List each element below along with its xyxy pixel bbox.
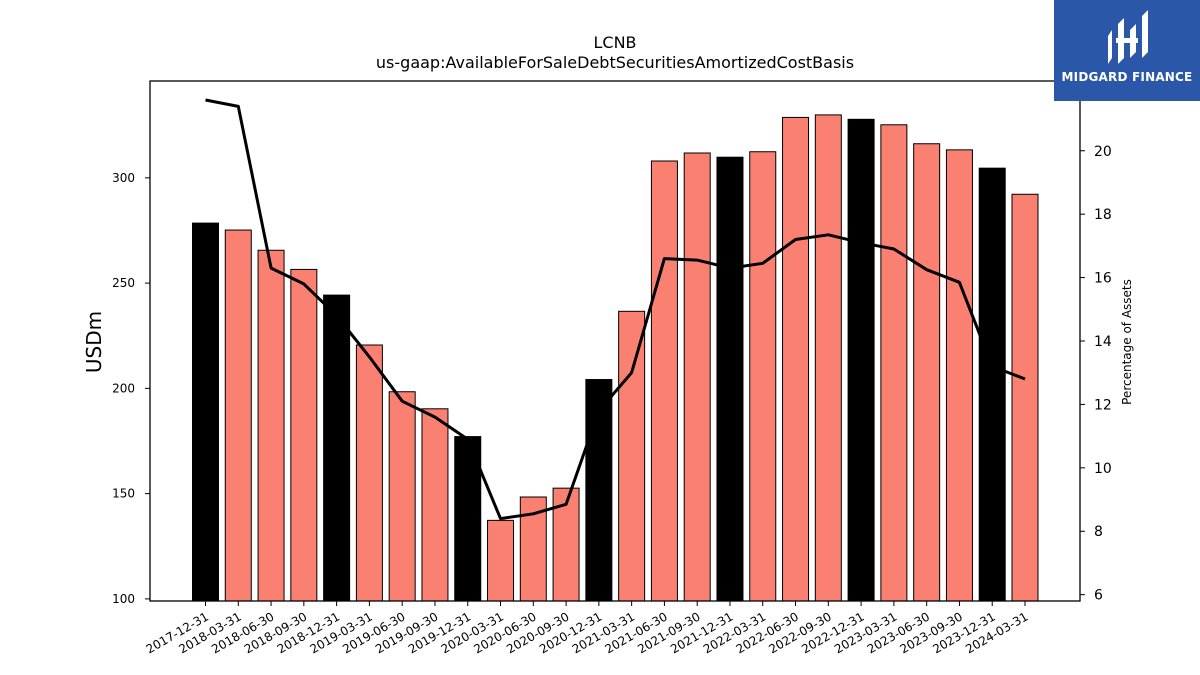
- bar: [749, 151, 777, 602]
- bar: [421, 408, 449, 602]
- bar: [355, 344, 383, 602]
- y2-tick-label: 6: [1094, 588, 1103, 604]
- chart-title: LCNB: [593, 33, 636, 52]
- bar-series: [192, 114, 1039, 602]
- bar: [716, 156, 744, 602]
- y2-tick-label: 14: [1094, 334, 1112, 350]
- y-tick-label: 200: [112, 381, 135, 395]
- midgard-logo-icon: [1054, 0, 1200, 101]
- y-tick-label: 300: [112, 171, 135, 185]
- y2-tick-label: 8: [1094, 524, 1103, 540]
- y-axis-label: USDm: [82, 311, 106, 373]
- chart-subtitle: us-gaap:AvailableForSaleDebtSecuritiesAm…: [376, 53, 854, 72]
- y-tick-label: 150: [112, 487, 135, 501]
- bar: [487, 519, 515, 602]
- bar: [224, 229, 252, 602]
- y-tick-label: 100: [112, 592, 135, 606]
- logo: MIDGARD FINANCE: [1054, 0, 1200, 101]
- bar: [814, 114, 842, 602]
- bar: [323, 294, 351, 602]
- bar: [290, 268, 318, 602]
- bar: [978, 167, 1006, 602]
- y2-tick-label: 16: [1094, 271, 1112, 287]
- bar: [192, 222, 219, 602]
- bar: [257, 249, 285, 602]
- y2-tick-label: 18: [1094, 207, 1112, 223]
- right-axis: 6 8 10 12 14 16 18 20: [1080, 144, 1112, 604]
- bar: [683, 152, 711, 602]
- y2-tick-label: 10: [1094, 461, 1112, 477]
- bar: [1011, 193, 1039, 602]
- y2-axis-label: Percentage of Assets: [1120, 279, 1134, 405]
- bar: [782, 116, 810, 602]
- line-series: [205, 98, 1026, 521]
- bar: [880, 124, 908, 602]
- bar: [650, 160, 678, 602]
- logo-text: MIDGARD FINANCE: [1061, 70, 1193, 84]
- bar: [388, 391, 416, 602]
- y2-tick-label: 12: [1094, 397, 1112, 413]
- plot-frame: [149, 80, 1081, 602]
- y-tick-label: 250: [112, 276, 135, 290]
- left-axis: 100 150 200 250 300: [112, 171, 150, 606]
- y2-tick-label: 20: [1094, 144, 1112, 160]
- bar: [618, 310, 646, 602]
- series-line: [205, 98, 1026, 521]
- bar: [585, 379, 613, 602]
- bar: [913, 143, 941, 602]
- x-axis: 2017-12-312018-03-312018-06-302018-09-30…: [144, 601, 1031, 656]
- bar: [847, 118, 875, 602]
- bar: [945, 149, 973, 602]
